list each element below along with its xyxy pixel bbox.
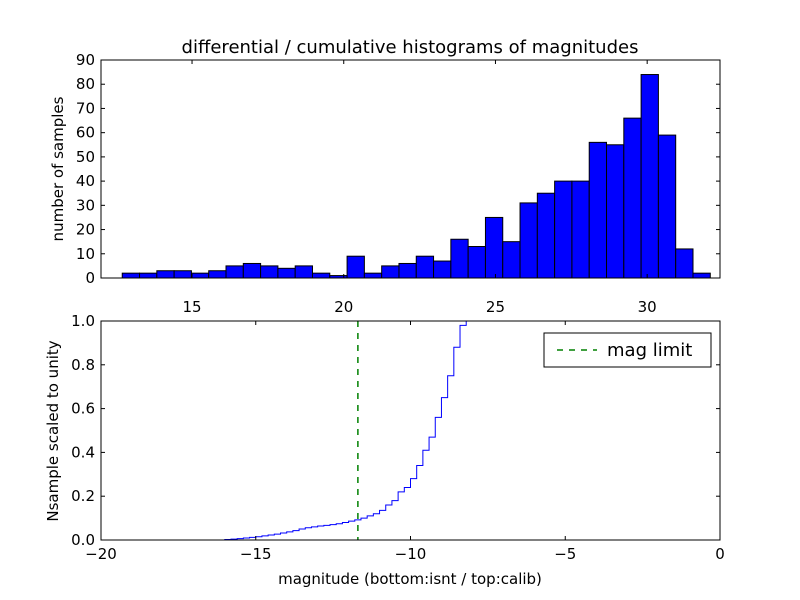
histogram-bar [571, 180, 590, 279]
x-tick-label: −20 [85, 545, 117, 563]
histogram-bar [415, 255, 435, 279]
histogram-bar [381, 265, 400, 279]
histogram-bar [588, 141, 608, 279]
histogram-bar [242, 262, 262, 279]
histogram-bar [484, 216, 504, 279]
histogram-bar [294, 265, 313, 279]
histogram-bar [225, 265, 244, 279]
y-tick-label: 70 [76, 99, 95, 117]
y-tick-label: 0.6 [71, 400, 95, 418]
x-tick-label: −5 [554, 545, 576, 563]
y-tick-label: 90 [76, 51, 95, 69]
histogram-bar [156, 270, 175, 279]
histogram-bar [467, 246, 486, 279]
bottom-axes-frame [100, 320, 721, 541]
histogram-bar [190, 272, 210, 279]
bottom-axis-ticks: 0.0 0.2 0.4 0.6 0.8 1.0 −20 −15 −10 −5 0 [71, 312, 725, 563]
y-tick-label: 0.0 [71, 531, 95, 549]
y-tick-label: 30 [76, 196, 95, 214]
y-tick-label: 0.8 [71, 356, 95, 374]
legend: mag limit [543, 332, 712, 368]
cumulative-step-line [101, 320, 491, 541]
histogram-bar [606, 144, 625, 279]
y-tick-label: 0.4 [71, 443, 95, 461]
histogram-bar [277, 267, 296, 279]
x-tick-label: 20 [334, 298, 353, 316]
histogram-bar [554, 180, 573, 279]
histogram-bar [519, 202, 538, 279]
histogram-bar [433, 260, 452, 279]
histogram-bar [450, 238, 469, 279]
y-tick-label: 0.2 [71, 487, 95, 505]
histogram-bars [121, 74, 711, 279]
y-tick-label: 0 [85, 269, 95, 287]
y-tick-label: 1.0 [71, 312, 95, 330]
histogram-bar [623, 117, 642, 279]
histogram-bar [121, 272, 141, 279]
x-tick-label: 30 [638, 298, 657, 316]
histogram-bar [536, 192, 556, 279]
histogram-bar [502, 241, 521, 279]
y-tick-label: 10 [76, 245, 95, 263]
x-tick-label: −10 [395, 545, 427, 563]
y-tick-label: 80 [76, 75, 95, 93]
top-y-axis-label: number of samples [49, 96, 67, 241]
histogram-bar [311, 272, 331, 279]
top-axes-frame [100, 59, 721, 279]
x-tick-label: −15 [240, 545, 272, 563]
top-panel: differential / cumulative histograms of … [49, 37, 721, 316]
x-tick-label: 25 [486, 298, 505, 316]
y-tick-label: 20 [76, 221, 95, 239]
histogram-bar [640, 74, 659, 279]
bottom-x-axis-label: magnitude (bottom:isnt / top:calib) [278, 570, 542, 588]
bottom-panel: 0.0 0.2 0.4 0.6 0.8 1.0 −20 −15 −10 −5 0 magnitude… [44, 312, 725, 588]
y-tick-label: 60 [76, 124, 95, 142]
histogram-bar [139, 272, 158, 279]
bottom-y-axis-label: Nsample scaled to unity [44, 340, 62, 521]
histogram-bar [346, 255, 365, 279]
y-tick-label: 40 [76, 172, 95, 190]
legend-entry-mag-limit: mag limit [607, 340, 692, 361]
chart-title: differential / cumulative histograms of … [182, 37, 639, 58]
histogram-bar [363, 272, 383, 279]
cumulative-plot [101, 320, 491, 541]
x-tick-label: 0 [715, 545, 725, 563]
histogram-bar [657, 134, 677, 279]
histogram-bar [173, 270, 192, 279]
y-tick-label: 50 [76, 148, 95, 166]
x-tick-label: 15 [182, 298, 201, 316]
histogram-bar [675, 248, 694, 279]
top-axis-ticks: 0 10 20 30 40 50 60 70 80 90 15 20 25 30 [76, 51, 720, 316]
histogram-bar [692, 272, 711, 279]
histogram-bar [208, 270, 227, 279]
histogram-bar [260, 265, 279, 279]
histogram-bar [398, 262, 417, 279]
